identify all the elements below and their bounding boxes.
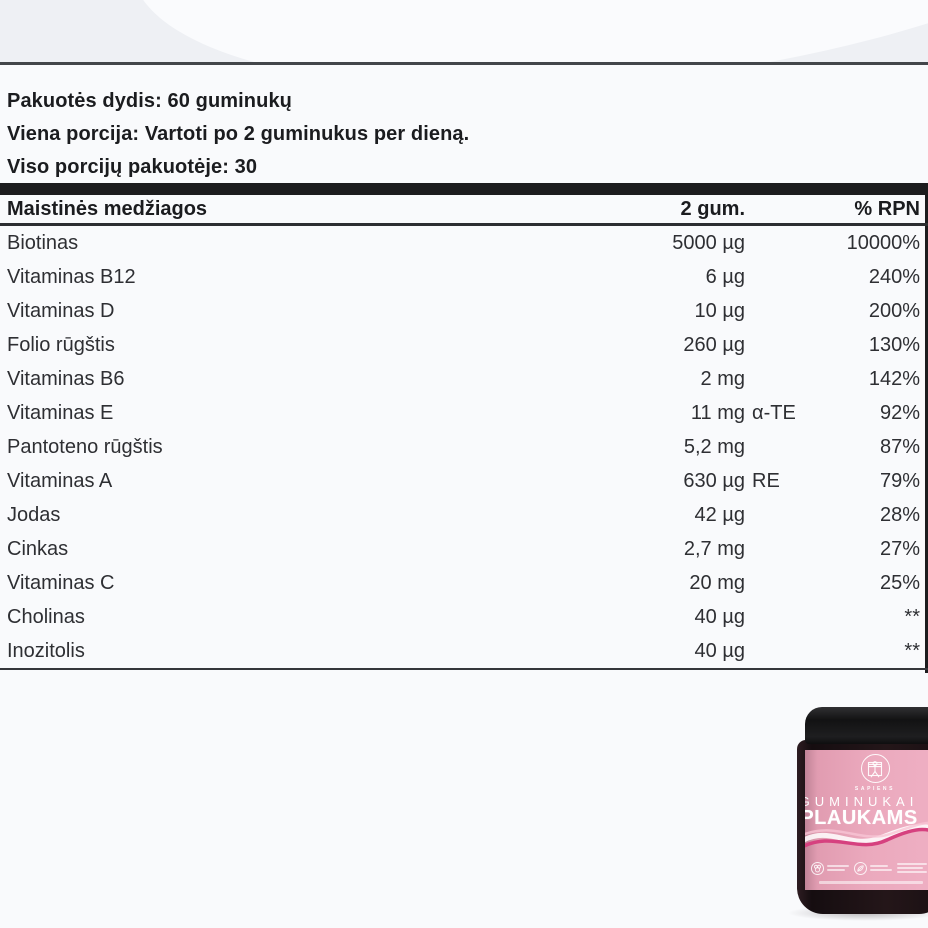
nutrient-rpn-cell: 240% <box>868 265 920 288</box>
table-right-border <box>925 183 928 673</box>
nutrient-name-cell: Cinkas <box>7 537 69 560</box>
nutrient-name-cell: Folio rūgštis <box>7 333 115 356</box>
wave-ribbon-graphic <box>805 821 928 848</box>
claim-text-lines <box>870 863 892 873</box>
nutrient-name-cell: Inozitolis <box>7 639 85 662</box>
table-top-bar <box>0 183 928 195</box>
nutrient-rpn-cell: ** <box>904 639 920 662</box>
table-row: Cholinas 40 µg ** <box>0 600 928 634</box>
nutrient-unit-suffix-cell: RE <box>752 469 780 492</box>
nutrient-amount-cell: 260 µg <box>683 333 745 356</box>
header-nutrient: Maistinės medžiagos <box>7 197 208 220</box>
product-jar-image: SAPIENS GUMINUKAI PLAUKAMS <box>783 704 928 921</box>
table-row: Folio rūgštis 260 µg 130% <box>0 328 928 362</box>
servings-total-line: Viso porcijų pakuotėje: 30 <box>7 156 258 178</box>
nutrient-rpn-cell: 25% <box>879 571 920 594</box>
nutrient-name-cell: Pantoteno rūgštis <box>7 435 163 458</box>
nutrient-name-cell: Jodas <box>7 503 61 526</box>
claim-item <box>854 861 892 875</box>
package-size-line: Pakuotės dydis: 60 guminukų <box>7 90 292 112</box>
table-row: Biotinas 5000 µg 10000% <box>0 226 928 260</box>
table-row: Vitaminas C 20 mg 25% <box>0 566 928 600</box>
nutrient-rpn-cell: 87% <box>879 435 920 458</box>
nutrient-name-cell: Vitaminas D <box>7 299 115 322</box>
nutrient-name-cell: Biotinas <box>7 231 79 254</box>
nutrient-amount-cell: 40 µg <box>694 639 745 662</box>
header-amount: 2 gum. <box>680 197 745 220</box>
table-row: Vitaminas A 630 µg RE 79% <box>0 464 928 498</box>
nutrient-amount-cell: 5,2 mg <box>683 435 745 458</box>
nutrient-name-cell: Vitaminas B6 <box>7 367 125 390</box>
header-rpn: % RPN <box>854 197 920 220</box>
table-rows: Biotinas 5000 µg 10000% Vitaminas B12 6 … <box>0 226 928 670</box>
nutrient-amount-cell: 42 µg <box>694 503 745 526</box>
product-title-line1: GUMINUKAI <box>805 794 919 809</box>
table-row: Vitaminas B6 2 mg 142% <box>0 362 928 396</box>
claim-text-lines <box>827 863 849 873</box>
package-info: Pakuotės dydis: 60 guminukų Viena porcij… <box>7 85 469 184</box>
nutrient-amount-cell: 2,7 mg <box>683 537 745 560</box>
vitruvian-man-icon <box>860 754 890 783</box>
nutrient-amount-cell: 20 mg <box>689 571 745 594</box>
label-fine-print <box>819 881 923 884</box>
brand-name: SAPIENS <box>854 786 896 792</box>
nutrient-rpn-cell: 92% <box>879 401 920 424</box>
nutrient-amount-cell: 630 µg <box>683 469 745 492</box>
nutrient-name-cell: Vitaminas E <box>7 401 114 424</box>
nutrient-rpn-cell: 28% <box>879 503 920 526</box>
nutrient-name-cell: Vitaminas B12 <box>7 265 136 288</box>
nutrient-name-cell: Vitaminas C <box>7 571 115 594</box>
product-title-line2: PLAUKAMS <box>805 807 918 829</box>
nutrition-table: Maistinės medžiagos 2 gum. % RPN Biotina… <box>0 195 928 670</box>
gummy-icon <box>811 861 824 875</box>
nutrient-amount-cell: 2 mg <box>700 367 745 390</box>
nutrient-rpn-cell: ** <box>904 605 920 628</box>
table-header-row: Maistinės medžiagos 2 gum. % RPN <box>0 195 928 226</box>
nutrient-amount-cell: 10 µg <box>694 299 745 322</box>
table-row: Vitaminas E 11 mg α-TE 92% <box>0 396 928 430</box>
table-row: Cinkas 2,7 mg 27% <box>0 532 928 566</box>
jar-lid <box>805 707 928 744</box>
background-sweep-shape <box>111 0 928 62</box>
nutrient-amount-cell: 5000 µg <box>672 231 745 254</box>
nutrient-rpn-cell: 27% <box>879 537 920 560</box>
table-row: Pantoteno rūgštis 5,2 mg 87% <box>0 430 928 464</box>
leaf-icon <box>854 861 867 875</box>
table-row: Vitaminas B12 6 µg 240% <box>0 260 928 294</box>
nutrient-rpn-cell: 142% <box>868 367 920 390</box>
nutrient-rpn-cell: 79% <box>879 469 920 492</box>
nutrient-amount-cell: 11 mg <box>690 401 745 424</box>
claim-text-block <box>897 861 927 875</box>
nutrient-rpn-cell: 130% <box>868 333 920 356</box>
nutrient-unit-suffix-cell: α-TE <box>752 401 796 424</box>
table-row: Inozitolis 40 µg ** <box>0 634 928 668</box>
jar-label: SAPIENS GUMINUKAI PLAUKAMS <box>805 750 928 890</box>
nutrient-amount-cell: 6 µg <box>705 265 745 288</box>
nutrient-amount-cell: 40 µg <box>694 605 745 628</box>
table-row: Vitaminas D 10 µg 200% <box>0 294 928 328</box>
nutrient-rpn-cell: 10000% <box>846 231 920 254</box>
nutrient-name-cell: Vitaminas A <box>7 469 113 492</box>
nutrient-name-cell: Cholinas <box>7 605 85 628</box>
nutrient-rpn-cell: 200% <box>868 299 920 322</box>
label-claims-row <box>811 856 928 880</box>
table-row: Jodas 42 µg 28% <box>0 498 928 532</box>
claim-item <box>811 861 849 875</box>
top-decorative-band <box>0 0 928 65</box>
brand-logo <box>823 754 927 786</box>
serving-size-line: Viena porcija: Vartoti po 2 guminukus pe… <box>7 123 470 145</box>
